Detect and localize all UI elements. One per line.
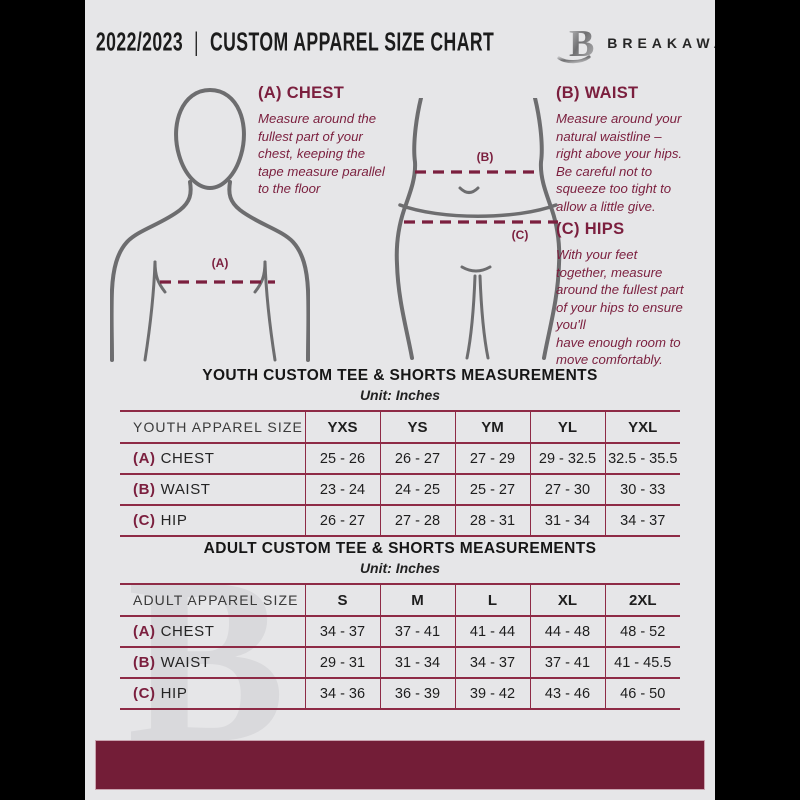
row-name: WAIST bbox=[160, 654, 211, 671]
value-cell: 39 - 42 bbox=[454, 678, 530, 709]
brand-watermark: B bbox=[127, 529, 286, 792]
row-key: (A) bbox=[133, 450, 156, 467]
row-label-cell: (A) CHEST bbox=[120, 616, 305, 647]
youth-table-header-row: YOUTH APPAREL SIZE YXS YS YM YL YXL bbox=[120, 411, 680, 443]
youth-size-table: YOUTH APPAREL SIZE YXS YS YM YL YXL (A) C… bbox=[120, 410, 680, 537]
row-key: (B) bbox=[133, 481, 156, 498]
waist-guide-description: Measure around your natural waistline – … bbox=[556, 111, 683, 214]
value-cell: 37 - 41 bbox=[529, 647, 605, 678]
value-cell: 36 - 39 bbox=[379, 678, 455, 709]
value-cell: 31 - 34 bbox=[379, 647, 455, 678]
brand-lockup: B BREAKAWAY bbox=[556, 19, 715, 67]
row-name: CHEST bbox=[160, 623, 215, 640]
value-cell: 29 - 31 bbox=[304, 647, 380, 678]
value-cell: 41 - 45.5 bbox=[604, 647, 680, 678]
value-cell: 23 - 24 bbox=[304, 474, 380, 505]
value-cell: 25 - 26 bbox=[304, 443, 380, 474]
youth-waist-row: (B) WAIST 23 - 24 24 - 25 25 - 27 27 - 30… bbox=[120, 474, 680, 505]
value-cell: 46 - 50 bbox=[604, 678, 680, 709]
value-cell: 34 - 37 bbox=[604, 505, 680, 536]
youth-section-title: YOUTH CUSTOM TEE & SHORTS MEASUREMENTS bbox=[202, 367, 598, 384]
adult-section-title: ADULT CUSTOM TEE & SHORTS MEASUREMENTS bbox=[203, 540, 597, 557]
row-key: (B) bbox=[133, 654, 156, 671]
adult-table-header-row: ADULT APPAREL SIZE S M L XL 2XL bbox=[120, 584, 680, 616]
adult-size-table: ADULT APPAREL SIZE S M L XL 2XL (A) CHEST… bbox=[120, 583, 680, 710]
hips-guide-description: With your feet together, measure around … bbox=[556, 247, 684, 367]
youth-section-unit: Unit: Inches bbox=[359, 387, 441, 403]
size-header-cell: YL bbox=[529, 411, 605, 443]
value-cell: 30 - 33 bbox=[604, 474, 680, 505]
size-header-cell: YXS bbox=[304, 411, 380, 443]
value-cell: 41 - 44 bbox=[454, 616, 530, 647]
size-header-cell: YXL bbox=[604, 411, 680, 443]
value-cell: 34 - 36 bbox=[304, 678, 380, 709]
size-header-cell: M bbox=[379, 584, 455, 616]
youth-header-label-cell: YOUTH APPAREL SIZE bbox=[133, 419, 303, 435]
title-year: 2022/2023 bbox=[95, 28, 184, 57]
value-cell: 29 - 32.5 bbox=[529, 443, 605, 474]
value-cell: 31 - 34 bbox=[529, 505, 605, 536]
row-label-cell: (C) HIP bbox=[120, 678, 305, 709]
size-header-cell: S bbox=[304, 584, 380, 616]
row-name: CHEST bbox=[160, 450, 215, 467]
breakaway-logo-icon: B bbox=[557, 23, 595, 65]
row-label-cell: (C) HIP bbox=[120, 505, 305, 536]
row-label-cell: (B) WAIST bbox=[120, 647, 305, 678]
value-cell: 32.5 - 35.5 bbox=[604, 443, 680, 474]
youth-chest-row: (A) CHEST 25 - 26 26 - 27 27 - 29 29 - 32… bbox=[120, 443, 680, 474]
value-cell: 26 - 27 bbox=[304, 505, 380, 536]
youth-hip-row: (C) HIP 26 - 27 27 - 28 28 - 31 31 - 34 3… bbox=[120, 505, 680, 536]
value-cell: 34 - 37 bbox=[304, 616, 380, 647]
page-title: 2022/2023 | CUSTOM APPAREL SIZE CHART bbox=[96, 28, 494, 57]
value-cell: 43 - 46 bbox=[529, 678, 605, 709]
row-key: (C) bbox=[133, 685, 156, 702]
row-key: (A) bbox=[133, 623, 156, 640]
adult-waist-row: (B) WAIST 29 - 31 31 - 34 34 - 37 37 - 41… bbox=[120, 647, 680, 678]
value-cell: 37 - 41 bbox=[379, 616, 455, 647]
svg-text:B: B bbox=[569, 23, 594, 65]
adult-header-label-cell: ADULT APPAREL SIZE bbox=[133, 592, 299, 608]
brand-name: BREAKAWAY bbox=[607, 35, 715, 51]
value-cell: 24 - 25 bbox=[379, 474, 455, 505]
footer-accent-bar bbox=[95, 740, 705, 790]
lower-body-figure bbox=[394, 98, 562, 360]
size-header-cell: YS bbox=[379, 411, 455, 443]
size-header-cell: L bbox=[454, 584, 530, 616]
title-divider: | bbox=[194, 28, 200, 57]
size-header-cell: XL bbox=[529, 584, 605, 616]
row-key: (C) bbox=[133, 512, 156, 529]
chest-guide-description: Measure around the fullest part of your … bbox=[258, 111, 385, 196]
hips-marker-label: (C) bbox=[511, 228, 529, 242]
waist-guide-heading: (B) WAIST bbox=[556, 84, 639, 102]
title-text: CUSTOM APPAREL SIZE CHART bbox=[210, 28, 495, 57]
flyer-page: B 2022/2023 | CUSTOM APPAREL SIZE CHART B bbox=[85, 0, 715, 800]
value-cell: 34 - 37 bbox=[454, 647, 530, 678]
value-cell: 27 - 30 bbox=[529, 474, 605, 505]
header: 2022/2023 | CUSTOM APPAREL SIZE CHART B bbox=[85, 18, 715, 68]
size-header-cell: YM bbox=[454, 411, 530, 443]
value-cell: 28 - 31 bbox=[454, 505, 530, 536]
chest-marker-label: (A) bbox=[211, 256, 229, 270]
upper-body-figure bbox=[110, 87, 310, 362]
value-cell: 27 - 29 bbox=[454, 443, 530, 474]
row-name: WAIST bbox=[160, 481, 211, 498]
size-header-cell: 2XL bbox=[604, 584, 680, 616]
adult-section-unit: Unit: Inches bbox=[359, 560, 441, 576]
value-cell: 25 - 27 bbox=[454, 474, 530, 505]
adult-hip-row: (C) HIP 34 - 36 36 - 39 39 - 42 43 - 46 4… bbox=[120, 678, 680, 709]
value-cell: 48 - 52 bbox=[604, 616, 680, 647]
row-name: HIP bbox=[160, 685, 188, 702]
row-label-cell: (A) CHEST bbox=[120, 443, 305, 474]
value-cell: 27 - 28 bbox=[379, 505, 455, 536]
waist-marker-label: (B) bbox=[476, 150, 494, 164]
hips-guide-heading: (C) HIPS bbox=[556, 220, 625, 238]
value-cell: 26 - 27 bbox=[379, 443, 455, 474]
adult-chest-row: (A) CHEST 34 - 37 37 - 41 41 - 44 44 - 48… bbox=[120, 616, 680, 647]
chest-guide-heading: (A) CHEST bbox=[258, 84, 345, 102]
row-name: HIP bbox=[160, 512, 188, 529]
value-cell: 44 - 48 bbox=[529, 616, 605, 647]
row-label-cell: (B) WAIST bbox=[120, 474, 305, 505]
